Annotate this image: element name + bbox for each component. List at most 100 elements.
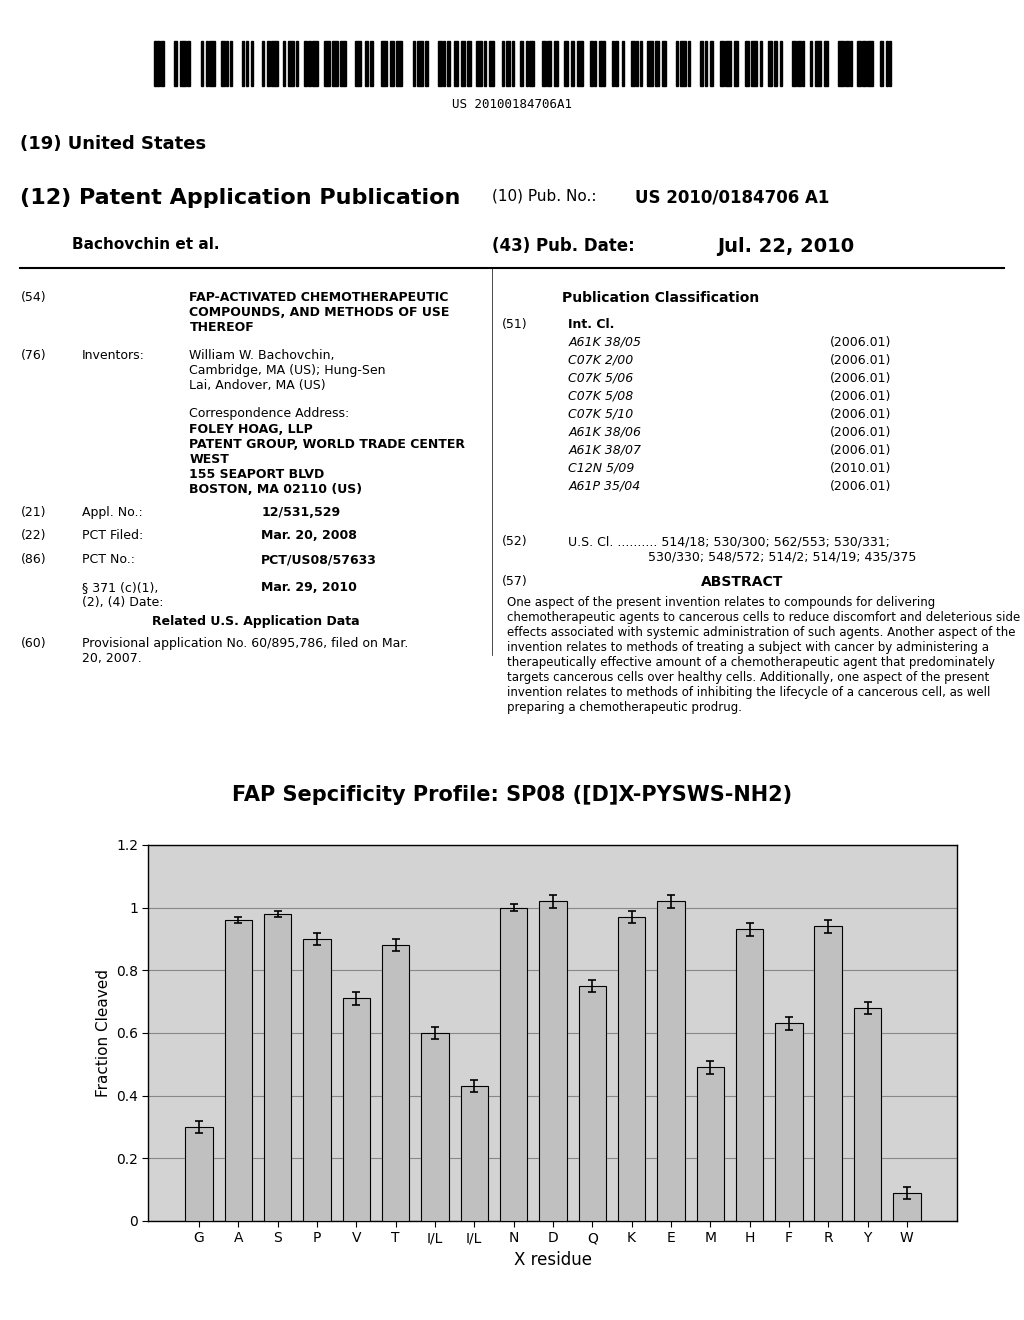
Text: US 2010/0184706 A1: US 2010/0184706 A1 [635, 189, 829, 206]
Bar [242, 41, 244, 86]
Bar [631, 41, 635, 86]
Text: (2006.01): (2006.01) [829, 335, 891, 348]
Bar [615, 41, 618, 86]
Text: (2010.01): (2010.01) [829, 462, 891, 475]
Bar [502, 41, 504, 86]
Bar [476, 41, 482, 86]
Bar [370, 41, 373, 86]
Text: (19) United States: (19) United States [20, 135, 207, 153]
Bar [489, 41, 494, 86]
Text: William W. Bachovchin,
Cambridge, MA (US); Hung-Sen
Lai, Andover, MA (US): William W. Bachovchin, Cambridge, MA (US… [189, 350, 386, 392]
Bar [226, 41, 228, 86]
Text: ABSTRACT: ABSTRACT [701, 574, 783, 589]
Text: Mar. 29, 2010: Mar. 29, 2010 [261, 581, 357, 594]
Text: (2006.01): (2006.01) [829, 354, 891, 367]
Bar [655, 41, 659, 86]
Bar [792, 41, 796, 86]
Bar [161, 41, 164, 86]
Bar [886, 41, 888, 86]
Bar [810, 41, 812, 86]
Text: PCT Filed:: PCT Filed: [82, 529, 143, 541]
Bar [680, 41, 686, 86]
Bar [264, 913, 292, 1221]
Bar [705, 41, 707, 86]
Bar [734, 41, 738, 86]
Bar [251, 41, 253, 86]
Bar [542, 41, 546, 86]
Text: A61K 38/07: A61K 38/07 [568, 444, 641, 457]
Bar [520, 41, 523, 86]
Bar [296, 41, 298, 86]
Bar [365, 41, 368, 86]
Bar [467, 41, 471, 86]
Bar [696, 1068, 724, 1221]
Bar [745, 41, 749, 86]
Text: PCT/US08/57633: PCT/US08/57633 [261, 553, 377, 566]
Bar [814, 927, 842, 1221]
Bar [201, 41, 203, 86]
Bar [224, 920, 252, 1221]
Bar [760, 41, 762, 86]
Text: C07K 5/08: C07K 5/08 [568, 389, 634, 403]
Bar [288, 41, 294, 86]
Bar [174, 41, 177, 86]
Text: Appl. No.:: Appl. No.: [82, 506, 142, 519]
X-axis label: X residue: X residue [514, 1251, 592, 1269]
Y-axis label: Fraction Cleaved: Fraction Cleaved [95, 969, 111, 1097]
Bar [617, 917, 645, 1221]
Text: C07K 5/10: C07K 5/10 [568, 408, 634, 421]
Bar [267, 41, 270, 86]
Text: C12N 5/09: C12N 5/09 [568, 462, 635, 475]
Bar [283, 41, 285, 86]
Bar [710, 41, 713, 86]
Bar [500, 908, 527, 1221]
Bar [802, 41, 804, 86]
Bar [815, 41, 821, 86]
Bar [774, 41, 777, 86]
Bar [506, 41, 510, 86]
Text: PCT No.:: PCT No.: [82, 553, 135, 566]
Bar [688, 41, 690, 86]
Bar [484, 41, 486, 86]
Bar [768, 41, 772, 86]
Text: A61K 38/05: A61K 38/05 [568, 335, 641, 348]
Text: (2006.01): (2006.01) [829, 371, 891, 384]
Bar [308, 41, 311, 86]
Bar [880, 41, 883, 86]
Bar [324, 41, 330, 86]
Bar [725, 41, 731, 86]
Bar [230, 41, 232, 86]
Bar [355, 41, 361, 86]
Text: (60): (60) [20, 636, 46, 649]
Bar [564, 41, 568, 86]
Text: (52): (52) [502, 535, 527, 548]
Bar [590, 41, 593, 86]
Bar [857, 41, 861, 86]
Bar [526, 41, 528, 86]
Bar [751, 41, 757, 86]
Bar [775, 1023, 803, 1221]
Bar [180, 41, 186, 86]
Bar [303, 939, 331, 1221]
Bar [797, 41, 801, 86]
Bar [662, 41, 666, 86]
Text: Correspondence Address:: Correspondence Address: [189, 407, 349, 420]
Bar [554, 41, 558, 86]
Bar [417, 41, 423, 86]
Text: C07K 2/00: C07K 2/00 [568, 354, 634, 367]
Bar [657, 902, 685, 1221]
Bar [187, 41, 190, 86]
Text: One aspect of the present invention relates to compounds for delivering chemothe: One aspect of the present invention rela… [507, 595, 1020, 714]
Bar [824, 41, 828, 86]
Bar [447, 41, 450, 86]
Text: U.S. Cl. .......... 514/18; 530/300; 562/553; 530/331;
                    530/3: U.S. Cl. .......... 514/18; 530/300; 562… [568, 535, 916, 564]
Bar [540, 902, 566, 1221]
Text: Jul. 22, 2010: Jul. 22, 2010 [717, 238, 854, 256]
Bar [676, 41, 678, 86]
Bar [529, 41, 534, 86]
Bar [850, 41, 852, 86]
Bar [332, 41, 338, 86]
Bar [640, 41, 642, 86]
Bar [571, 41, 574, 86]
Text: Int. Cl.: Int. Cl. [568, 318, 614, 330]
